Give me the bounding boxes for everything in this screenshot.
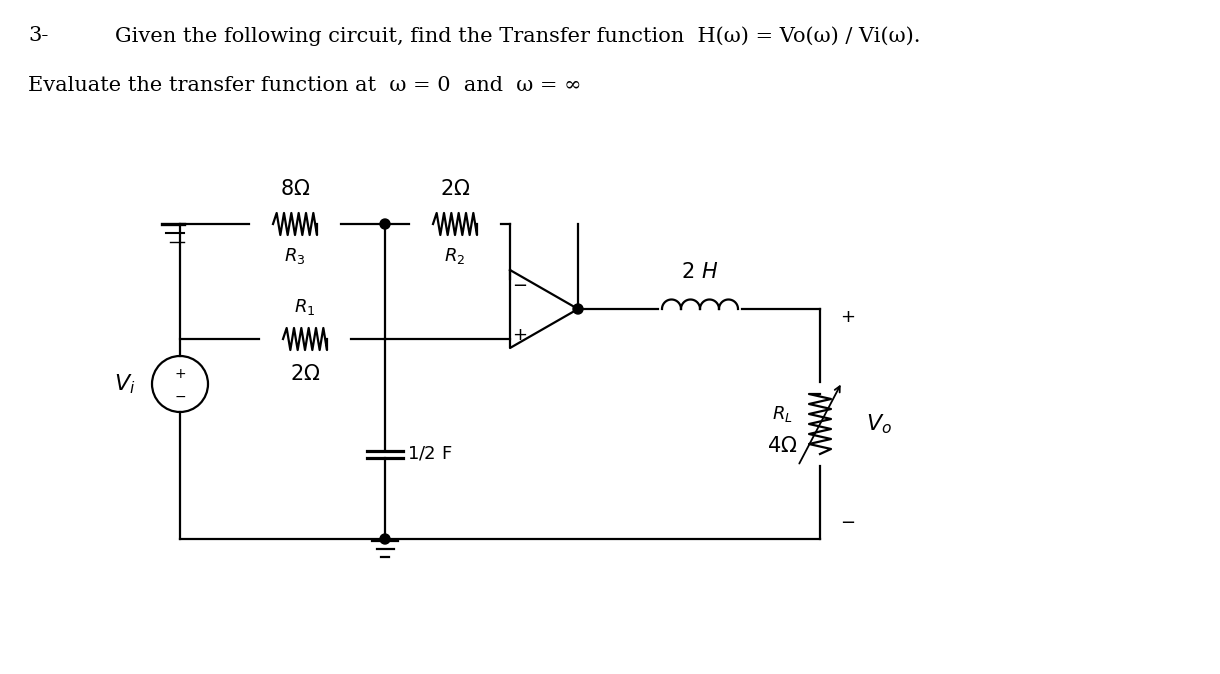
Text: $2\ H$: $2\ H$ [682,262,719,282]
Text: $-$: $-$ [174,389,187,403]
Text: Evaluate the transfer function at  ω = 0  and  ω = ∞: Evaluate the transfer function at ω = 0 … [28,76,582,95]
Text: $+$: $+$ [512,326,527,344]
Text: $4\Omega$: $4\Omega$ [767,436,797,456]
Text: $R_2$: $R_2$ [444,246,466,266]
Circle shape [379,534,390,544]
Text: $1/2\ \mathrm{F}$: $1/2\ \mathrm{F}$ [407,445,453,463]
Text: $+$: $+$ [841,308,855,326]
Text: $V_i$: $V_i$ [115,372,135,396]
Text: $R_1$: $R_1$ [294,297,316,317]
Text: $-$: $-$ [841,512,855,530]
Text: $+$: $+$ [174,367,187,381]
Text: $R_3$: $R_3$ [284,246,306,266]
Circle shape [573,304,583,314]
Text: $-$: $-$ [512,275,527,293]
Text: $8\Omega$: $8\Omega$ [279,179,310,199]
Circle shape [379,219,390,229]
Text: 3-: 3- [28,26,49,45]
Text: $R_L$: $R_L$ [771,404,793,424]
Text: $2\Omega$: $2\Omega$ [290,364,320,384]
Text: Given the following circuit, find the Transfer function  H(ω) = Vo(ω) / Vi(ω).: Given the following circuit, find the Tr… [115,26,921,46]
Text: $2\Omega$: $2\Omega$ [439,179,470,199]
Text: $V_o$: $V_o$ [866,412,892,436]
